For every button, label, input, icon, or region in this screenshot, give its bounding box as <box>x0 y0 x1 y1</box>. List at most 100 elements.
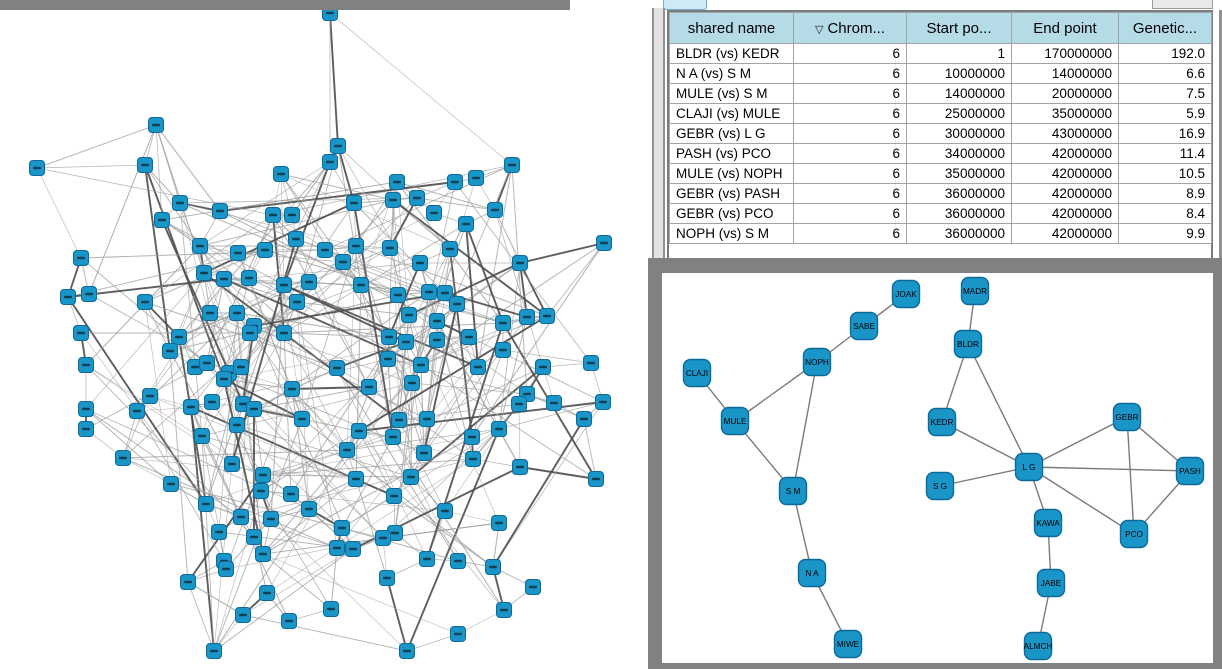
node-shape[interactable] <box>833 629 863 659</box>
table-cell[interactable]: 20000000 <box>1011 83 1119 104</box>
node-shape[interactable] <box>1023 631 1053 661</box>
node-shape[interactable] <box>925 471 955 501</box>
graph-node[interactable] <box>253 483 269 499</box>
graph-node-ALMCH[interactable]: ALMCH <box>1023 631 1053 661</box>
table-row[interactable]: GEBR (vs) L G 6 30000000 43000000 16.9 <box>669 123 1212 144</box>
table-cell[interactable]: PASH (vs) PCO <box>669 143 794 164</box>
table-cell[interactable]: 42000000 <box>1011 183 1119 204</box>
graph-node[interactable] <box>265 207 281 223</box>
graph-node[interactable] <box>426 205 442 221</box>
scrollbar-fragment[interactable] <box>1152 0 1213 9</box>
table-cell[interactable]: 35000000 <box>906 163 1012 184</box>
column-header-1[interactable]: ▽ Chrom... <box>793 12 907 44</box>
graph-node[interactable] <box>283 486 299 502</box>
graph-node[interactable] <box>224 456 240 472</box>
graph-node[interactable] <box>273 166 289 182</box>
graph-node[interactable] <box>399 643 415 659</box>
table-cell[interactable]: 34000000 <box>906 143 1012 164</box>
node-shape[interactable] <box>960 276 990 306</box>
graph-node[interactable] <box>348 471 364 487</box>
graph-node-GEBR[interactable]: GEBR <box>1112 402 1142 432</box>
table-cell[interactable]: MULE (vs) S M <box>669 83 794 104</box>
graph-node[interactable] <box>401 307 417 323</box>
graph-node[interactable] <box>491 515 507 531</box>
table-cell[interactable]: 6 <box>793 163 907 184</box>
graph-node[interactable] <box>525 579 541 595</box>
graph-node[interactable] <box>73 250 89 266</box>
graph-node[interactable] <box>235 607 251 623</box>
graph-node-LG[interactable]: L G <box>1014 452 1044 482</box>
node-shape[interactable] <box>720 406 750 436</box>
graph-node[interactable] <box>379 570 395 586</box>
graph-node[interactable] <box>351 423 367 439</box>
graph-node[interactable] <box>442 241 458 257</box>
node-shape[interactable] <box>891 279 921 309</box>
graph-node[interactable] <box>78 421 94 437</box>
graph-node-SABE[interactable]: SABE <box>849 311 879 341</box>
graph-node[interactable] <box>437 503 453 519</box>
table-cell[interactable]: 25000000 <box>906 103 1012 124</box>
graph-node[interactable] <box>595 394 611 410</box>
graph-node[interactable] <box>386 488 402 504</box>
graph-node[interactable] <box>412 255 428 271</box>
graph-node[interactable] <box>583 355 599 371</box>
graph-node[interactable] <box>329 360 345 376</box>
graph-node-KEDR[interactable]: KEDR <box>927 407 957 437</box>
graph-node[interactable] <box>353 277 369 293</box>
graph-node[interactable] <box>29 160 45 176</box>
graph-node[interactable] <box>330 138 346 154</box>
table-cell[interactable]: 6 <box>793 183 907 204</box>
graph-edge-GEBR-PCO[interactable] <box>1126 416 1135 535</box>
table-cell[interactable]: 6 <box>793 143 907 164</box>
graph-edge-SG-LG[interactable] <box>939 466 1030 487</box>
graph-node[interactable] <box>539 308 555 324</box>
graph-node[interactable] <box>403 469 419 485</box>
node-shape[interactable] <box>778 476 808 506</box>
node-shape[interactable] <box>682 358 712 388</box>
graph-node[interactable] <box>361 379 377 395</box>
table-cell[interactable]: 9.9 <box>1118 223 1212 244</box>
table-cell[interactable]: 43000000 <box>1011 123 1119 144</box>
table-cell[interactable]: 10.5 <box>1118 163 1212 184</box>
graph-node[interactable] <box>409 190 425 206</box>
graph-node[interactable] <box>162 343 178 359</box>
table-row[interactable]: GEBR (vs) PASH 6 36000000 42000000 8.9 <box>669 183 1212 204</box>
graph-node[interactable] <box>301 274 317 290</box>
node-shape[interactable] <box>849 311 879 341</box>
graph-node[interactable] <box>255 467 271 483</box>
graph-node[interactable] <box>323 601 339 617</box>
graph-node[interactable] <box>465 451 481 467</box>
table-cell[interactable]: 192.0 <box>1118 43 1212 64</box>
table-cell[interactable]: 6 <box>793 203 907 224</box>
table-cell[interactable]: GEBR (vs) PCO <box>669 203 794 224</box>
table-cell[interactable]: GEBR (vs) PASH <box>669 183 794 204</box>
graph-node[interactable] <box>389 174 405 190</box>
graph-node[interactable] <box>485 559 501 575</box>
graph-node[interactable] <box>461 329 477 345</box>
graph-node[interactable] <box>385 429 401 445</box>
table-cell[interactable]: 16.9 <box>1118 123 1212 144</box>
table-cell[interactable]: 35000000 <box>1011 103 1119 124</box>
column-header-2[interactable]: Start po... <box>906 12 1012 44</box>
graph-node[interactable] <box>339 442 355 458</box>
graph-node[interactable] <box>391 412 407 428</box>
graph-node[interactable] <box>380 351 396 367</box>
graph-node[interactable] <box>495 315 511 331</box>
graph-node[interactable] <box>512 255 528 271</box>
panel-splitter[interactable] <box>652 8 665 260</box>
graph-node[interactable] <box>495 342 511 358</box>
graph-edge-BLDR-LG[interactable] <box>967 343 1030 468</box>
table-cell[interactable]: BLDR (vs) KEDR <box>669 43 794 64</box>
graph-node[interactable] <box>78 357 94 373</box>
table-row[interactable]: GEBR (vs) PCO 6 36000000 42000000 8.4 <box>669 203 1212 224</box>
table-cell[interactable]: NOPH (vs) S M <box>669 223 794 244</box>
graph-node[interactable] <box>216 371 232 387</box>
graph-node[interactable] <box>233 359 249 375</box>
graph-node[interactable] <box>198 496 214 512</box>
graph-node[interactable] <box>468 170 484 186</box>
graph-node[interactable] <box>202 305 218 321</box>
table-cell[interactable]: N A (vs) S M <box>669 63 794 84</box>
graph-node[interactable] <box>212 203 228 219</box>
graph-node[interactable] <box>263 511 279 527</box>
table-row[interactable]: BLDR (vs) KEDR 6 1 170000000 192.0 <box>669 43 1212 64</box>
